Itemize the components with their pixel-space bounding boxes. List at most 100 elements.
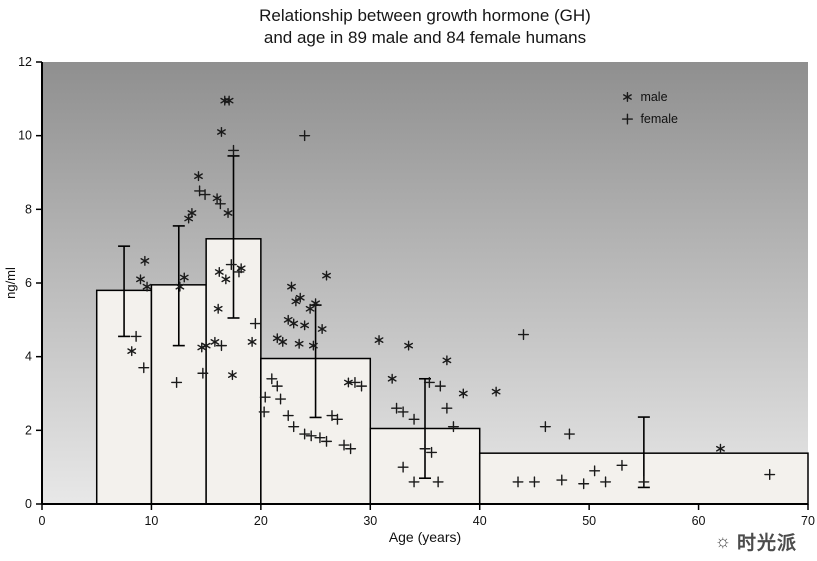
female-point: [258, 406, 270, 418]
male-point: [210, 336, 220, 347]
female-point: [512, 476, 524, 488]
female-point: [282, 410, 294, 422]
female-point: [528, 476, 540, 488]
x-tick-label: 50: [582, 514, 596, 528]
female-point: [225, 259, 237, 271]
male-point: [322, 270, 331, 281]
female-point: [764, 469, 776, 481]
female-point: [321, 435, 333, 447]
y-axis-label: ng/ml: [3, 267, 18, 299]
male-point: [716, 443, 725, 454]
female-point: [331, 413, 343, 425]
male-point: [136, 274, 145, 285]
y-tick-label: 12: [18, 55, 32, 69]
y-tick-label: 2: [25, 423, 32, 437]
female-point: [288, 421, 300, 433]
male-point: [295, 292, 305, 303]
male-point: [221, 274, 231, 285]
error-bar: [637, 416, 650, 489]
female-point: [423, 376, 435, 388]
female-point: [397, 461, 409, 473]
sun-clock-logo-icon: ☼: [714, 531, 732, 551]
male-point: [187, 208, 197, 219]
female-point: [299, 130, 311, 142]
male-point: [374, 335, 384, 346]
female-point: [345, 443, 357, 455]
x-tick-label: 10: [144, 514, 158, 528]
female-point: [391, 402, 403, 414]
female-point: [600, 476, 612, 488]
x-tick-label: 40: [473, 514, 487, 528]
male-point: [175, 281, 185, 292]
female-point: [616, 459, 628, 471]
male-point: [343, 377, 353, 388]
female-point: [356, 380, 368, 392]
x-axis-label: Age (years): [389, 529, 461, 545]
shiguangpai-watermark: ☼ 时光派: [714, 528, 797, 555]
female-point: [441, 402, 453, 414]
male-point: [387, 373, 397, 384]
female-point: [197, 367, 209, 379]
male-point: [213, 303, 223, 314]
female-point: [214, 198, 226, 210]
legend-label-male: male: [640, 90, 667, 104]
watermark-text: 时光派: [736, 533, 797, 554]
female-point: [138, 362, 150, 374]
male-point: [458, 388, 468, 399]
female-point: [408, 476, 420, 488]
male-point: [179, 272, 189, 283]
x-tick-label: 30: [363, 514, 377, 528]
chart-title-line1: Relationship between growth hormone (GH): [259, 6, 591, 25]
male-point: [142, 281, 152, 292]
female-point: [194, 185, 206, 197]
male-point: [247, 336, 257, 347]
male-point: [201, 340, 211, 351]
male-point: [214, 266, 224, 277]
female-point: [171, 376, 183, 388]
y-tick-label: 10: [18, 129, 32, 143]
male-point: [404, 340, 414, 351]
male-point: [223, 208, 233, 219]
female-point: [271, 380, 283, 392]
male-point: [291, 296, 301, 307]
y-tick-label: 8: [25, 202, 32, 216]
male-point: [289, 318, 299, 329]
male-point: [224, 95, 234, 106]
male-point: [317, 324, 327, 335]
male-point: [127, 346, 137, 357]
female-point: [215, 340, 227, 352]
male-point: [140, 255, 150, 266]
female-point: [434, 380, 446, 392]
female-point: [266, 373, 278, 385]
female-point: [199, 189, 211, 201]
male-point: [287, 281, 296, 292]
female-point: [408, 413, 420, 425]
female-point: [259, 391, 271, 403]
female-point: [432, 476, 444, 488]
female-point: [275, 393, 287, 405]
female-point: [305, 430, 317, 442]
x-tick-label: 70: [801, 514, 815, 528]
y-tick-label: 6: [25, 276, 32, 290]
x-tick-label: 20: [254, 514, 268, 528]
male-point: [300, 320, 310, 331]
female-point: [249, 318, 261, 330]
x-tick-label: 0: [39, 514, 46, 528]
error-bar: [118, 245, 131, 338]
female-point: [578, 478, 590, 490]
error-bar: [227, 155, 240, 319]
female-point: [563, 428, 575, 440]
female-point: [589, 465, 601, 477]
legend-label-female: female: [640, 112, 678, 126]
chart-title-line2: and age in 89 male and 84 female humans: [263, 27, 587, 47]
male-point: [278, 336, 288, 347]
male-point: [442, 355, 452, 366]
y-tick-label: 0: [25, 497, 32, 511]
female-point: [227, 144, 240, 156]
female-point: [338, 439, 350, 451]
female-point: [419, 443, 431, 455]
male-point: [311, 298, 320, 309]
female-point: [556, 474, 568, 486]
male-point: [623, 91, 632, 102]
x-tick-label: 60: [692, 514, 706, 528]
